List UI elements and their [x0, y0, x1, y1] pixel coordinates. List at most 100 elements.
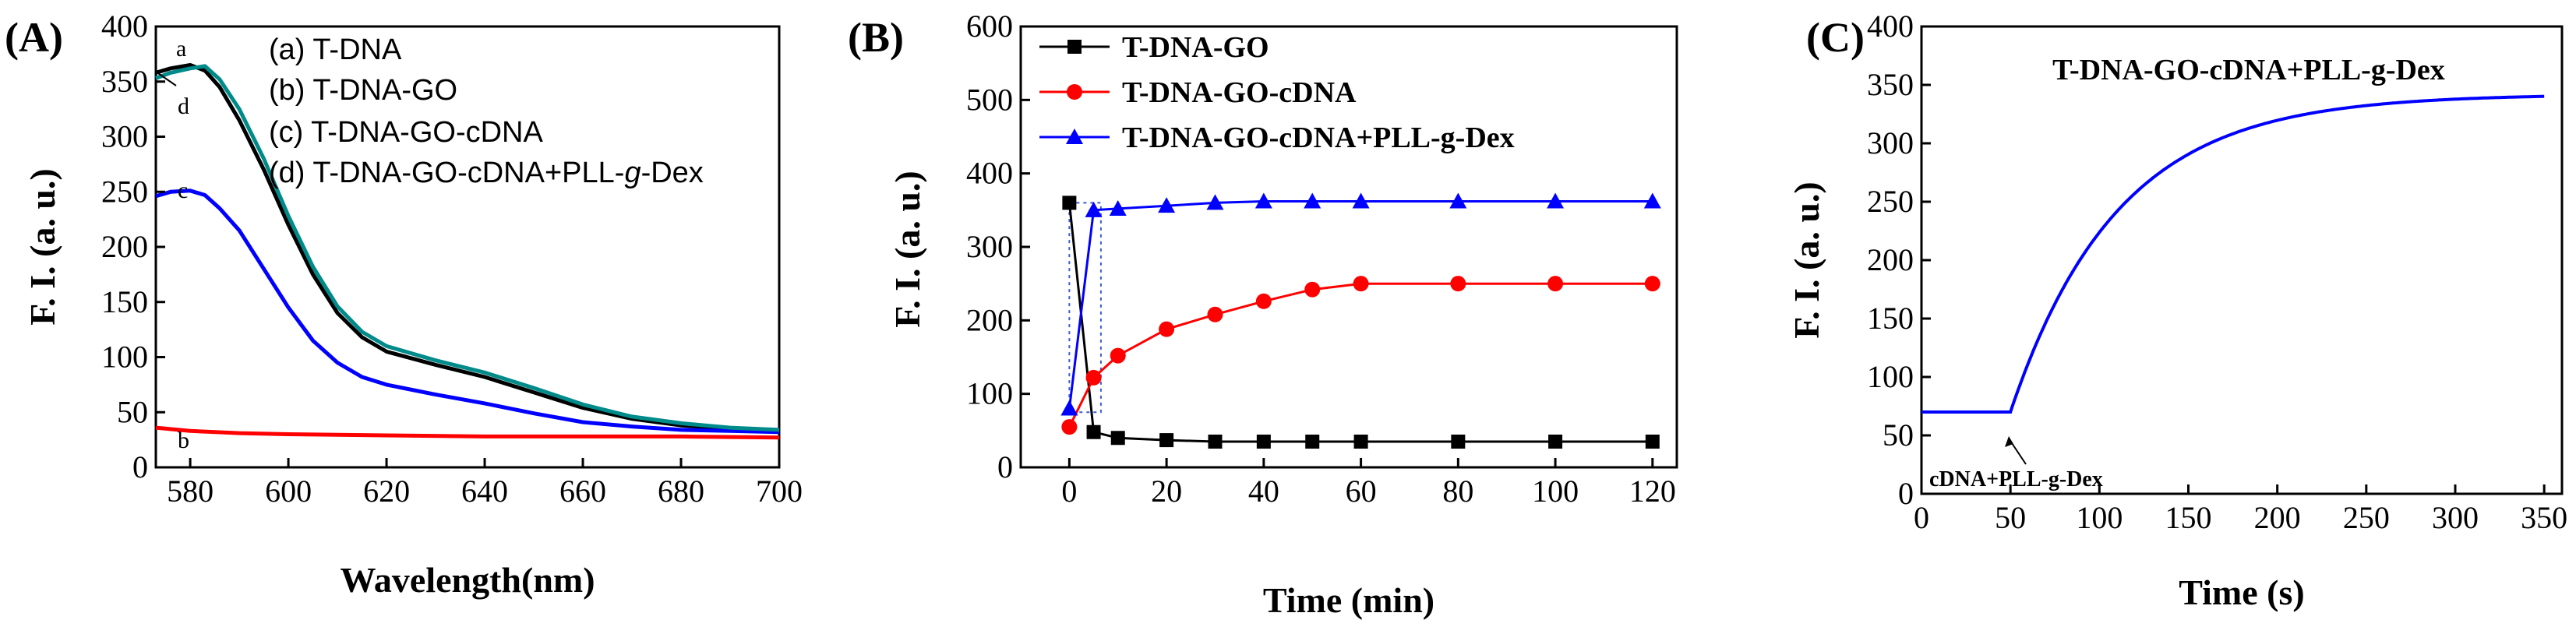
panel-c-y-tick-label: 0 [1898, 476, 1914, 511]
panel-c-y-tick-label: 100 [1867, 359, 1914, 394]
panel-b-series-1-point [1208, 434, 1223, 449]
panel-b-series-3-point [1643, 192, 1661, 209]
panel-c-series-line [1921, 94, 2545, 414]
panel-b-y-tick-label: 500 [966, 82, 1013, 117]
panel-a-y-tick-label: 0 [132, 449, 148, 484]
panel-b-series-2-line [1068, 282, 1653, 428]
curve-d-pointer [155, 71, 177, 86]
panel-a-series-b-line [155, 425, 780, 440]
panel-c-y-tick-label: 250 [1867, 184, 1914, 219]
panel-c-y-tick-label: 400 [1867, 9, 1914, 44]
panel-a: (A) 580 600 620 640 660 680 700 0 50 100 150 200 25… [5, 9, 803, 600]
panel-b-series-1-point [1353, 434, 1368, 449]
panel-b-x-tick-label: 20 [1151, 474, 1182, 509]
panel-a-x-tick-label: 620 [363, 474, 410, 509]
panel-b-y-tick-label: 200 [966, 302, 1013, 337]
panel-c-y-tick-label: 300 [1867, 125, 1914, 160]
panel-a-series-d-line [155, 64, 780, 432]
panel-c-y-axis-title: F. I. (a. u.) [1787, 181, 1826, 339]
panel-b-series-2-point [1304, 281, 1321, 298]
panel-b-series-3-point [1449, 192, 1467, 209]
panel-c-x-tick-label: 100 [2076, 500, 2123, 535]
panel-c-x-tick-label: 350 [2521, 500, 2567, 535]
panel-a-legend: (a) T-DNA (b) T-DNA-GO (c) T-DNA-GO-cDNA… [269, 33, 704, 189]
panel-b: (B) 0 20 40 60 80 100 120 0100200300400500600 … [848, 9, 1678, 620]
panel-a-y-tick-label: 150 [101, 284, 148, 319]
panel-b-y-tick-label: 300 [966, 229, 1013, 264]
panel-a-x-tick-label: 700 [756, 474, 803, 509]
panel-b-y-axis-title: F. I. (a. u.) [887, 171, 927, 328]
panel-b-x-tick-label: 60 [1346, 474, 1377, 509]
panel-b-series-3-line [1067, 200, 1653, 409]
panel-c-x-tick-label: 200 [2254, 500, 2301, 535]
panel-b-series-2-point [1061, 419, 1078, 435]
panel-c-y-tick-label: 200 [1867, 242, 1914, 277]
panel-b-label: (B) [848, 14, 904, 61]
panel-b-series-3-point [1547, 192, 1565, 209]
panel-b-series-2-point [1207, 306, 1223, 322]
panel-c-y-tick-label: 350 [1867, 67, 1914, 102]
panel-b-series-2-point [1110, 347, 1126, 364]
panel-b-series-3-point [1254, 192, 1272, 209]
curve-label-c: c [178, 178, 188, 203]
curve-label-a: a [176, 36, 186, 62]
panel-b-series-2-point [1644, 276, 1660, 292]
panel-b-series-1-point [1305, 434, 1320, 449]
panel-a-x-tick-label: 640 [461, 474, 508, 509]
panel-b-legend-marker [1066, 129, 1083, 144]
legend-item-c: (c) T-DNA-GO-cDNA [269, 116, 543, 149]
panel-c-x-axis-title: Time (s) [2179, 572, 2304, 612]
panel-a-label: (A) [5, 14, 63, 61]
panel-b-x-tick-label: 40 [1248, 474, 1279, 509]
panel-b-x-tick-label: 0 [1061, 474, 1077, 509]
panel-a-y-axis-title: F. I. (a. u.) [23, 168, 62, 326]
panel-b-series-1-point [1110, 431, 1125, 446]
panel-b-legend-label: T-DNA-GO [1122, 31, 1269, 64]
panel-a-y-tick-label: 300 [101, 119, 148, 154]
panel-a-y-tick-label: 200 [101, 229, 148, 264]
panel-b-legend-label: T-DNA-GO-cDNA [1122, 76, 1357, 109]
panel-b-series-1-point [1086, 424, 1101, 439]
panel-a-y-tick-label: 400 [101, 9, 148, 44]
panel-c-y-tick-label: 50 [1883, 417, 1914, 453]
panel-b-series-2-point [1353, 276, 1369, 292]
panel-c-label: (C) [1806, 14, 1865, 61]
panel-b-series-3-point [1060, 400, 1078, 416]
panel-b-series-2-point [1085, 369, 1102, 386]
panel-c-x-tick-label: 250 [2343, 500, 2390, 535]
panel-a-x-axis-title: Wavelength(nm) [340, 560, 595, 600]
panel-a-series-c-line [155, 188, 780, 435]
panel-c-x-tick-label: 300 [2432, 500, 2479, 535]
curve-label-d: d [178, 93, 189, 119]
panel-b-series-1-line [1067, 203, 1653, 443]
panel-b-series-3-point [1085, 201, 1103, 217]
panel-c-x-tick-label: 50 [1995, 500, 2026, 535]
panel-b-legend-marker [1067, 40, 1082, 54]
panel-a-y-tick-label: 250 [101, 174, 148, 209]
panel-c-title: T-DNA-GO-cDNA+PLL-g-Dex [2052, 54, 2445, 86]
panel-b-legend: T-DNA-GO T-DNA-GO-cDNA T-DNA-GO-cDNA+PLL-g… [1039, 31, 1515, 154]
panel-a-y-tick-label: 50 [117, 394, 148, 429]
panel-b-series-1-point [1159, 433, 1174, 448]
panel-b-series-1-point [1062, 195, 1077, 210]
panel-b-series-3-point [1206, 194, 1224, 210]
legend-item-a: (a) T-DNA [269, 33, 402, 66]
panel-b-series-3-point [1158, 197, 1176, 213]
panel-b-series-3-point [1304, 192, 1322, 209]
panel-b-y-tick-label: 100 [966, 376, 1013, 411]
panel-c-x-tick-label: 0 [1914, 500, 1929, 535]
panel-c-annotation: cDNA+PLL-g-Dex [1929, 467, 2103, 491]
panel-b-series-1-point [1645, 434, 1660, 449]
panel-c-axes-frame [1920, 25, 2564, 495]
panel-a-y-tick-label: 100 [101, 340, 148, 375]
panel-b-legend-label: T-DNA-GO-cDNA+PLL-g-Dex [1122, 122, 1515, 154]
curve-label-b: b [178, 428, 189, 453]
panel-b-y-tick-label: 0 [997, 449, 1013, 484]
panel-b-series-2-point [1255, 293, 1272, 309]
panel-b-series-2-point [1159, 321, 1175, 337]
panel-c-annotation-arrowhead [2005, 436, 2013, 447]
panel-b-series-1-point [1451, 434, 1466, 449]
legend-item-d: (d) T-DNA-GO-cDNA+PLL-g-Dex [269, 157, 704, 189]
panel-a-y-tick-label: 350 [101, 64, 148, 99]
